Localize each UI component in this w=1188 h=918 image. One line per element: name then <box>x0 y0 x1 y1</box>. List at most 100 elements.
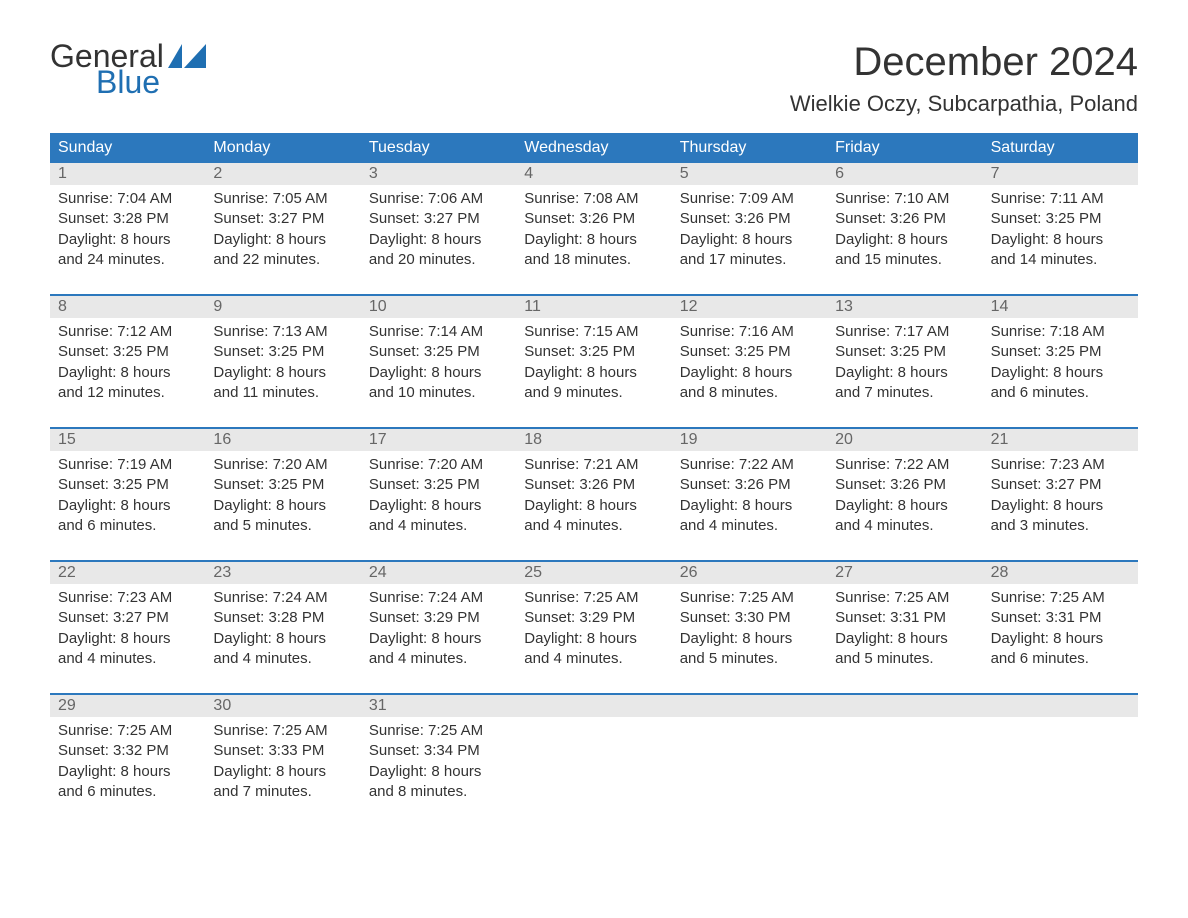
day-cell: Sunrise: 7:25 AMSunset: 3:29 PMDaylight:… <box>516 584 671 675</box>
daylight-line: Daylight: 8 hours and 4 minutes. <box>369 496 508 537</box>
daylight-line: Daylight: 8 hours and 14 minutes. <box>991 230 1130 271</box>
day-cell: Sunrise: 7:18 AMSunset: 3:25 PMDaylight:… <box>983 318 1138 409</box>
sunrise-line: Sunrise: 7:24 AM <box>213 588 352 608</box>
day-number: 13 <box>827 296 982 318</box>
sunrise-line: Sunrise: 7:10 AM <box>835 189 974 209</box>
daylight-line: Daylight: 8 hours and 3 minutes. <box>991 496 1130 537</box>
day-number: 4 <box>516 163 671 185</box>
daylight-line: Daylight: 8 hours and 7 minutes. <box>835 363 974 404</box>
day-number: 23 <box>205 562 360 584</box>
sunset-line: Sunset: 3:26 PM <box>524 209 663 229</box>
daylight-line: Daylight: 8 hours and 4 minutes. <box>524 629 663 670</box>
day-number: 16 <box>205 429 360 451</box>
day-cell: Sunrise: 7:05 AMSunset: 3:27 PMDaylight:… <box>205 185 360 276</box>
sunset-line: Sunset: 3:25 PM <box>680 342 819 362</box>
sunset-line: Sunset: 3:25 PM <box>213 342 352 362</box>
day-number: 1 <box>50 163 205 185</box>
day-number: 28 <box>983 562 1138 584</box>
sunset-line: Sunset: 3:26 PM <box>680 475 819 495</box>
sunrise-line: Sunrise: 7:17 AM <box>835 322 974 342</box>
day-number: 12 <box>672 296 827 318</box>
day-number: 18 <box>516 429 671 451</box>
sunrise-line: Sunrise: 7:25 AM <box>369 721 508 741</box>
daylight-line: Daylight: 8 hours and 5 minutes. <box>680 629 819 670</box>
sunrise-line: Sunrise: 7:25 AM <box>680 588 819 608</box>
sunrise-line: Sunrise: 7:12 AM <box>58 322 197 342</box>
day-number: 21 <box>983 429 1138 451</box>
dow-cell: Monday <box>205 133 360 163</box>
day-number: 11 <box>516 296 671 318</box>
sunset-line: Sunset: 3:25 PM <box>213 475 352 495</box>
daylight-line: Daylight: 8 hours and 8 minutes. <box>680 363 819 404</box>
dow-cell: Saturday <box>983 133 1138 163</box>
daylight-line: Daylight: 8 hours and 6 minutes. <box>991 363 1130 404</box>
day-number <box>672 695 827 717</box>
sunset-line: Sunset: 3:31 PM <box>835 608 974 628</box>
sunset-line: Sunset: 3:34 PM <box>369 741 508 761</box>
day-number: 24 <box>361 562 516 584</box>
calendar: SundayMondayTuesdayWednesdayThursdayFrid… <box>50 133 1138 808</box>
day-number: 26 <box>672 562 827 584</box>
daylight-line: Daylight: 8 hours and 4 minutes. <box>680 496 819 537</box>
sunrise-line: Sunrise: 7:09 AM <box>680 189 819 209</box>
daylight-line: Daylight: 8 hours and 4 minutes. <box>524 496 663 537</box>
day-cell: Sunrise: 7:23 AMSunset: 3:27 PMDaylight:… <box>50 584 205 675</box>
dow-cell: Friday <box>827 133 982 163</box>
day-cell: Sunrise: 7:25 AMSunset: 3:31 PMDaylight:… <box>827 584 982 675</box>
sunrise-line: Sunrise: 7:08 AM <box>524 189 663 209</box>
sunset-line: Sunset: 3:25 PM <box>369 475 508 495</box>
location: Wielkie Oczy, Subcarpathia, Poland <box>790 91 1138 117</box>
week: 1234567Sunrise: 7:04 AMSunset: 3:28 PMDa… <box>50 163 1138 276</box>
sunset-line: Sunset: 3:31 PM <box>991 608 1130 628</box>
day-number: 19 <box>672 429 827 451</box>
day-number: 3 <box>361 163 516 185</box>
day-number: 6 <box>827 163 982 185</box>
sunrise-line: Sunrise: 7:25 AM <box>991 588 1130 608</box>
day-cell <box>672 717 827 808</box>
sunrise-line: Sunrise: 7:23 AM <box>991 455 1130 475</box>
daylight-line: Daylight: 8 hours and 5 minutes. <box>835 629 974 670</box>
sunset-line: Sunset: 3:25 PM <box>524 342 663 362</box>
day-cell: Sunrise: 7:24 AMSunset: 3:28 PMDaylight:… <box>205 584 360 675</box>
daylight-line: Daylight: 8 hours and 6 minutes. <box>58 496 197 537</box>
sunrise-line: Sunrise: 7:20 AM <box>369 455 508 475</box>
sunrise-line: Sunrise: 7:20 AM <box>213 455 352 475</box>
content-row: Sunrise: 7:12 AMSunset: 3:25 PMDaylight:… <box>50 318 1138 409</box>
header: General Blue December 2024 Wielkie Oczy,… <box>50 40 1138 117</box>
daylight-line: Daylight: 8 hours and 11 minutes. <box>213 363 352 404</box>
daylight-line: Daylight: 8 hours and 4 minutes. <box>835 496 974 537</box>
day-number: 7 <box>983 163 1138 185</box>
sunrise-line: Sunrise: 7:21 AM <box>524 455 663 475</box>
sunrise-line: Sunrise: 7:14 AM <box>369 322 508 342</box>
sunrise-line: Sunrise: 7:19 AM <box>58 455 197 475</box>
day-number: 27 <box>827 562 982 584</box>
day-number: 15 <box>50 429 205 451</box>
daylight-line: Daylight: 8 hours and 22 minutes. <box>213 230 352 271</box>
week: 293031Sunrise: 7:25 AMSunset: 3:32 PMDay… <box>50 693 1138 808</box>
sunset-line: Sunset: 3:25 PM <box>58 342 197 362</box>
sunrise-line: Sunrise: 7:05 AM <box>213 189 352 209</box>
daynum-row: 1234567 <box>50 163 1138 185</box>
sunrise-line: Sunrise: 7:13 AM <box>213 322 352 342</box>
sunrise-line: Sunrise: 7:25 AM <box>213 721 352 741</box>
day-cell <box>983 717 1138 808</box>
sunset-line: Sunset: 3:28 PM <box>58 209 197 229</box>
day-cell: Sunrise: 7:04 AMSunset: 3:28 PMDaylight:… <box>50 185 205 276</box>
daylight-line: Daylight: 8 hours and 20 minutes. <box>369 230 508 271</box>
day-cell: Sunrise: 7:20 AMSunset: 3:25 PMDaylight:… <box>205 451 360 542</box>
day-cell: Sunrise: 7:25 AMSunset: 3:31 PMDaylight:… <box>983 584 1138 675</box>
sunrise-line: Sunrise: 7:15 AM <box>524 322 663 342</box>
week: 891011121314Sunrise: 7:12 AMSunset: 3:25… <box>50 294 1138 409</box>
day-cell: Sunrise: 7:24 AMSunset: 3:29 PMDaylight:… <box>361 584 516 675</box>
sunset-line: Sunset: 3:26 PM <box>835 475 974 495</box>
logo: General Blue <box>50 40 206 98</box>
daynum-row: 293031 <box>50 695 1138 717</box>
day-cell: Sunrise: 7:21 AMSunset: 3:26 PMDaylight:… <box>516 451 671 542</box>
day-number <box>983 695 1138 717</box>
day-number: 10 <box>361 296 516 318</box>
day-number: 29 <box>50 695 205 717</box>
day-cell: Sunrise: 7:08 AMSunset: 3:26 PMDaylight:… <box>516 185 671 276</box>
daylight-line: Daylight: 8 hours and 24 minutes. <box>58 230 197 271</box>
sunset-line: Sunset: 3:29 PM <box>369 608 508 628</box>
day-cell: Sunrise: 7:22 AMSunset: 3:26 PMDaylight:… <box>672 451 827 542</box>
